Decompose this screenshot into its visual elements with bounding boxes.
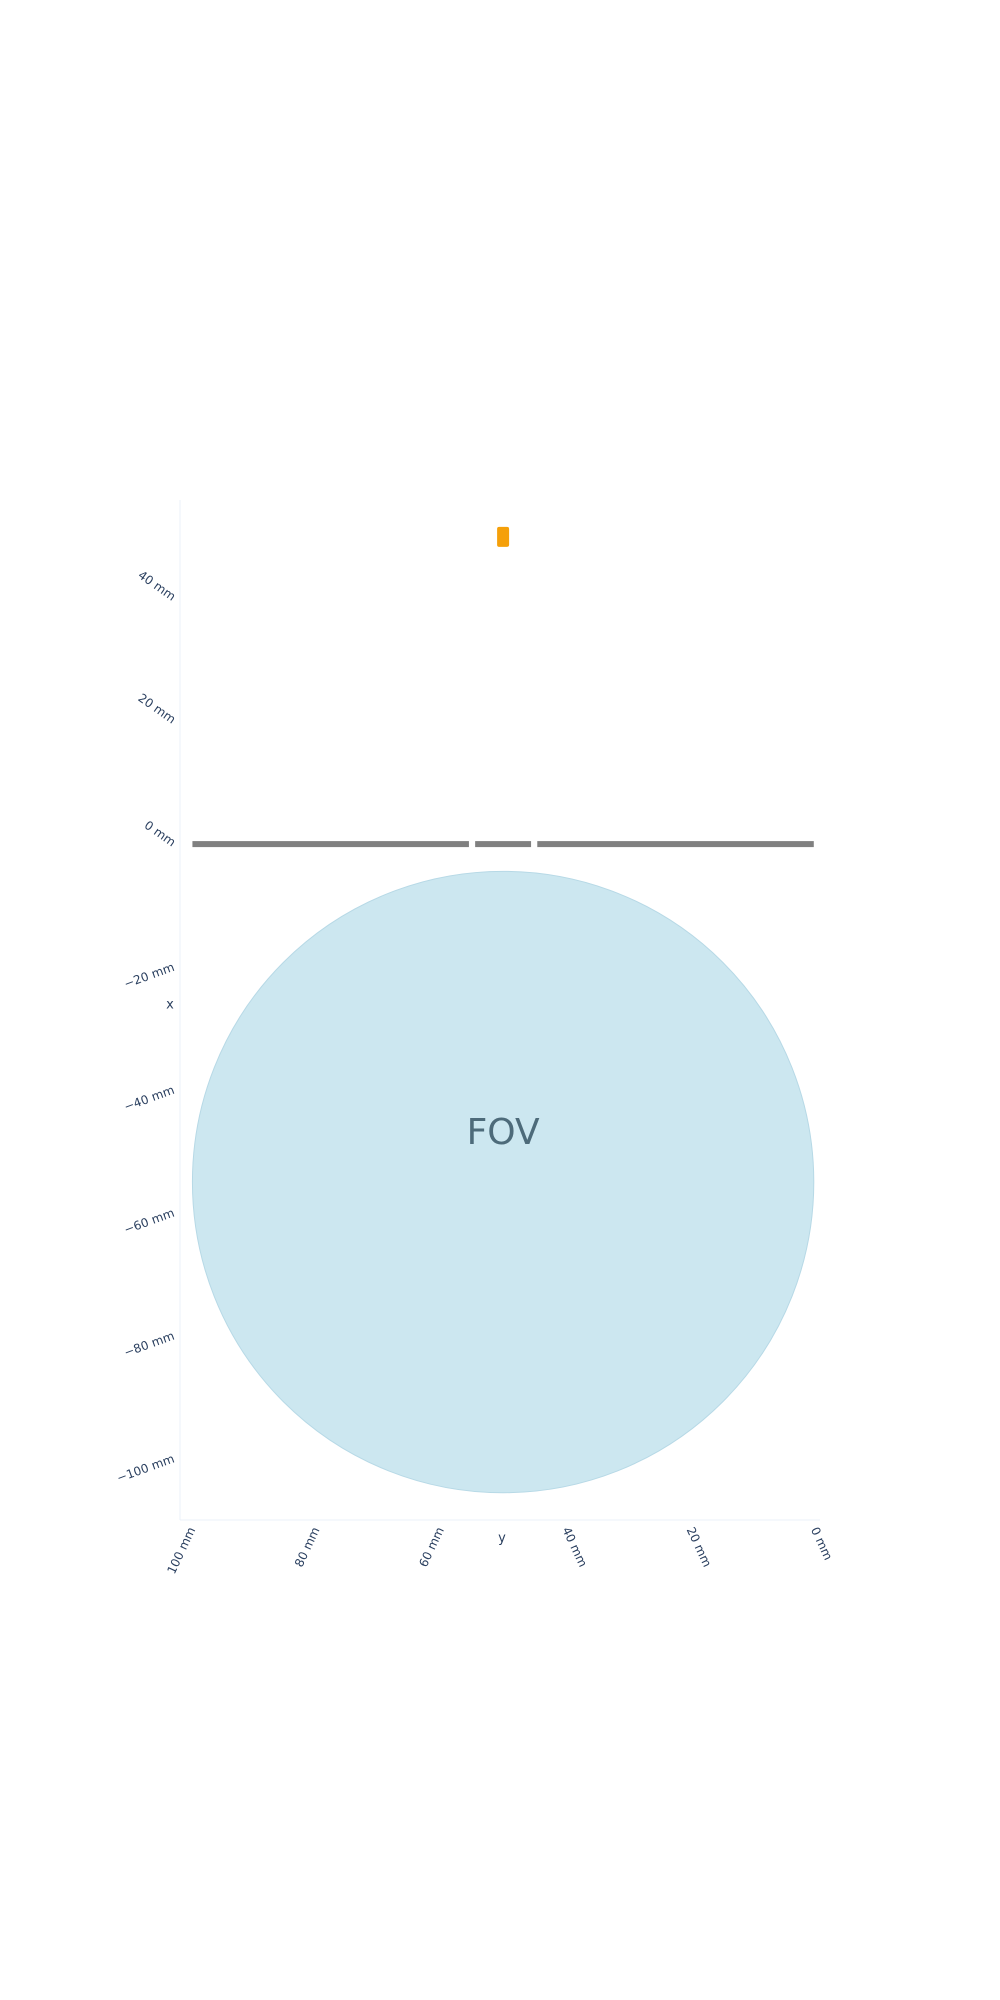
x-tick-label: 20 mm	[684, 1525, 715, 1569]
y-tick-label: 40 mm	[135, 568, 178, 604]
source-marker	[497, 526, 510, 547]
y-tick-label: 20 mm	[135, 691, 178, 727]
fov-label: FOV	[467, 1112, 540, 1153]
detector-segment-3	[537, 841, 814, 848]
fov-circle	[191, 870, 815, 1494]
x-tick-label: 100 mm	[164, 1525, 198, 1576]
horizontal-axis-title: y	[498, 1531, 506, 1546]
y-tick-label: −80 mm	[122, 1329, 176, 1360]
y-tick-label: −100 mm	[115, 1452, 176, 1486]
x-tick-label: 80 mm	[292, 1525, 323, 1569]
vertical-axis-title: x	[166, 998, 174, 1013]
y-tick-label: 0 mm	[142, 818, 179, 849]
x-tick-label: 60 mm	[416, 1525, 447, 1569]
x-tick-label: 0 mm	[808, 1525, 835, 1562]
y-tick-label: −20 mm	[122, 960, 176, 991]
y-tick-label: −40 mm	[122, 1083, 176, 1114]
x-tick-label: 40 mm	[559, 1525, 590, 1569]
vertical-axis-tick-labels: 40 mm 20 mm 0 mm −20 mm −40 mm −60 mm −80 mm −1…	[115, 568, 178, 1485]
detector-segment-2	[475, 841, 532, 848]
y-tick-label: −60 mm	[122, 1206, 176, 1237]
detector-segment-1	[192, 841, 469, 848]
detector-segments	[192, 841, 814, 848]
